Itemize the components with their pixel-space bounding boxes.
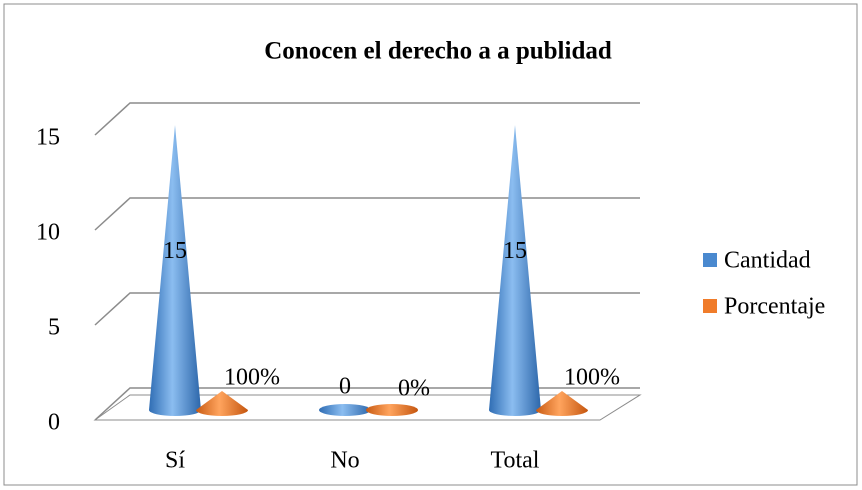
grid-line bbox=[94, 102, 640, 136]
legend-swatch bbox=[703, 299, 717, 313]
chart-title: Conocen el derecho a a publidad bbox=[264, 38, 612, 65]
data-label: 0 bbox=[339, 374, 351, 400]
cone bbox=[196, 391, 248, 416]
y-tick-label: 10 bbox=[36, 220, 60, 246]
data-label: 0% bbox=[398, 376, 430, 402]
grid-line bbox=[94, 197, 640, 231]
data-label: 15 bbox=[503, 238, 527, 264]
cone bbox=[366, 404, 418, 416]
cone bbox=[489, 125, 541, 416]
x-tick-label: Total bbox=[491, 448, 540, 474]
data-label: 15 bbox=[163, 238, 187, 264]
data-label: 100% bbox=[564, 365, 620, 391]
cone bbox=[149, 125, 201, 416]
cone bbox=[319, 404, 371, 416]
x-tick-label: No bbox=[330, 448, 359, 474]
y-tick-label: 5 bbox=[48, 315, 60, 341]
legend-label: Porcentaje bbox=[724, 294, 825, 320]
legend-label: Cantidad bbox=[724, 248, 811, 274]
y-tick-label: 15 bbox=[36, 125, 60, 151]
data-label: 100% bbox=[224, 365, 280, 391]
y-tick-label: 0 bbox=[48, 410, 60, 436]
legend-swatch bbox=[703, 253, 717, 267]
grid-line bbox=[94, 292, 640, 326]
cone bbox=[536, 391, 588, 416]
x-tick-label: Sí bbox=[165, 448, 185, 474]
grid-line bbox=[94, 387, 640, 421]
